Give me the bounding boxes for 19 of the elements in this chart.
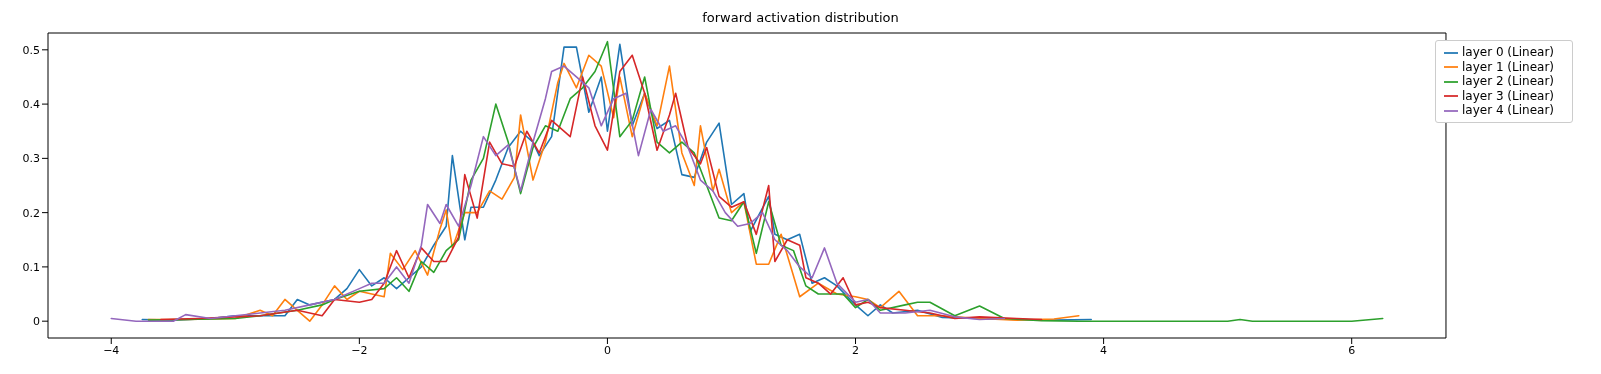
x-tick-label: −4 — [103, 343, 120, 357]
line-series — [147, 40, 1384, 322]
y-tick-label: 0.2 — [22, 206, 40, 220]
y-tick-label: 0 — [33, 315, 40, 329]
legend-label: layer 3 (Linear) — [1461, 88, 1554, 103]
legend-label: layer 4 (Linear) — [1461, 103, 1554, 117]
y-tick-label: 0.5 — [22, 43, 40, 57]
legend-label: layer 2 (Linear) — [1461, 74, 1554, 88]
legend-label: layer 1 (Linear) — [1461, 59, 1554, 74]
x-tick-label: 4 — [1100, 343, 1108, 357]
y-tick-label: 0.1 — [22, 260, 40, 274]
y-tick-label: 0.4 — [22, 98, 40, 111]
legend-label: layer 0 (Linear) — [1461, 45, 1554, 59]
chart-title: forward activation distribution — [701, 9, 900, 27]
x-tick-label: 6 — [1348, 343, 1356, 357]
y-tick-label: 0.3 — [22, 152, 40, 166]
x-tick-label: 0 — [603, 343, 611, 357]
x-tick-label: −2 — [351, 343, 368, 357]
x-tick-label: 2 — [852, 343, 860, 357]
